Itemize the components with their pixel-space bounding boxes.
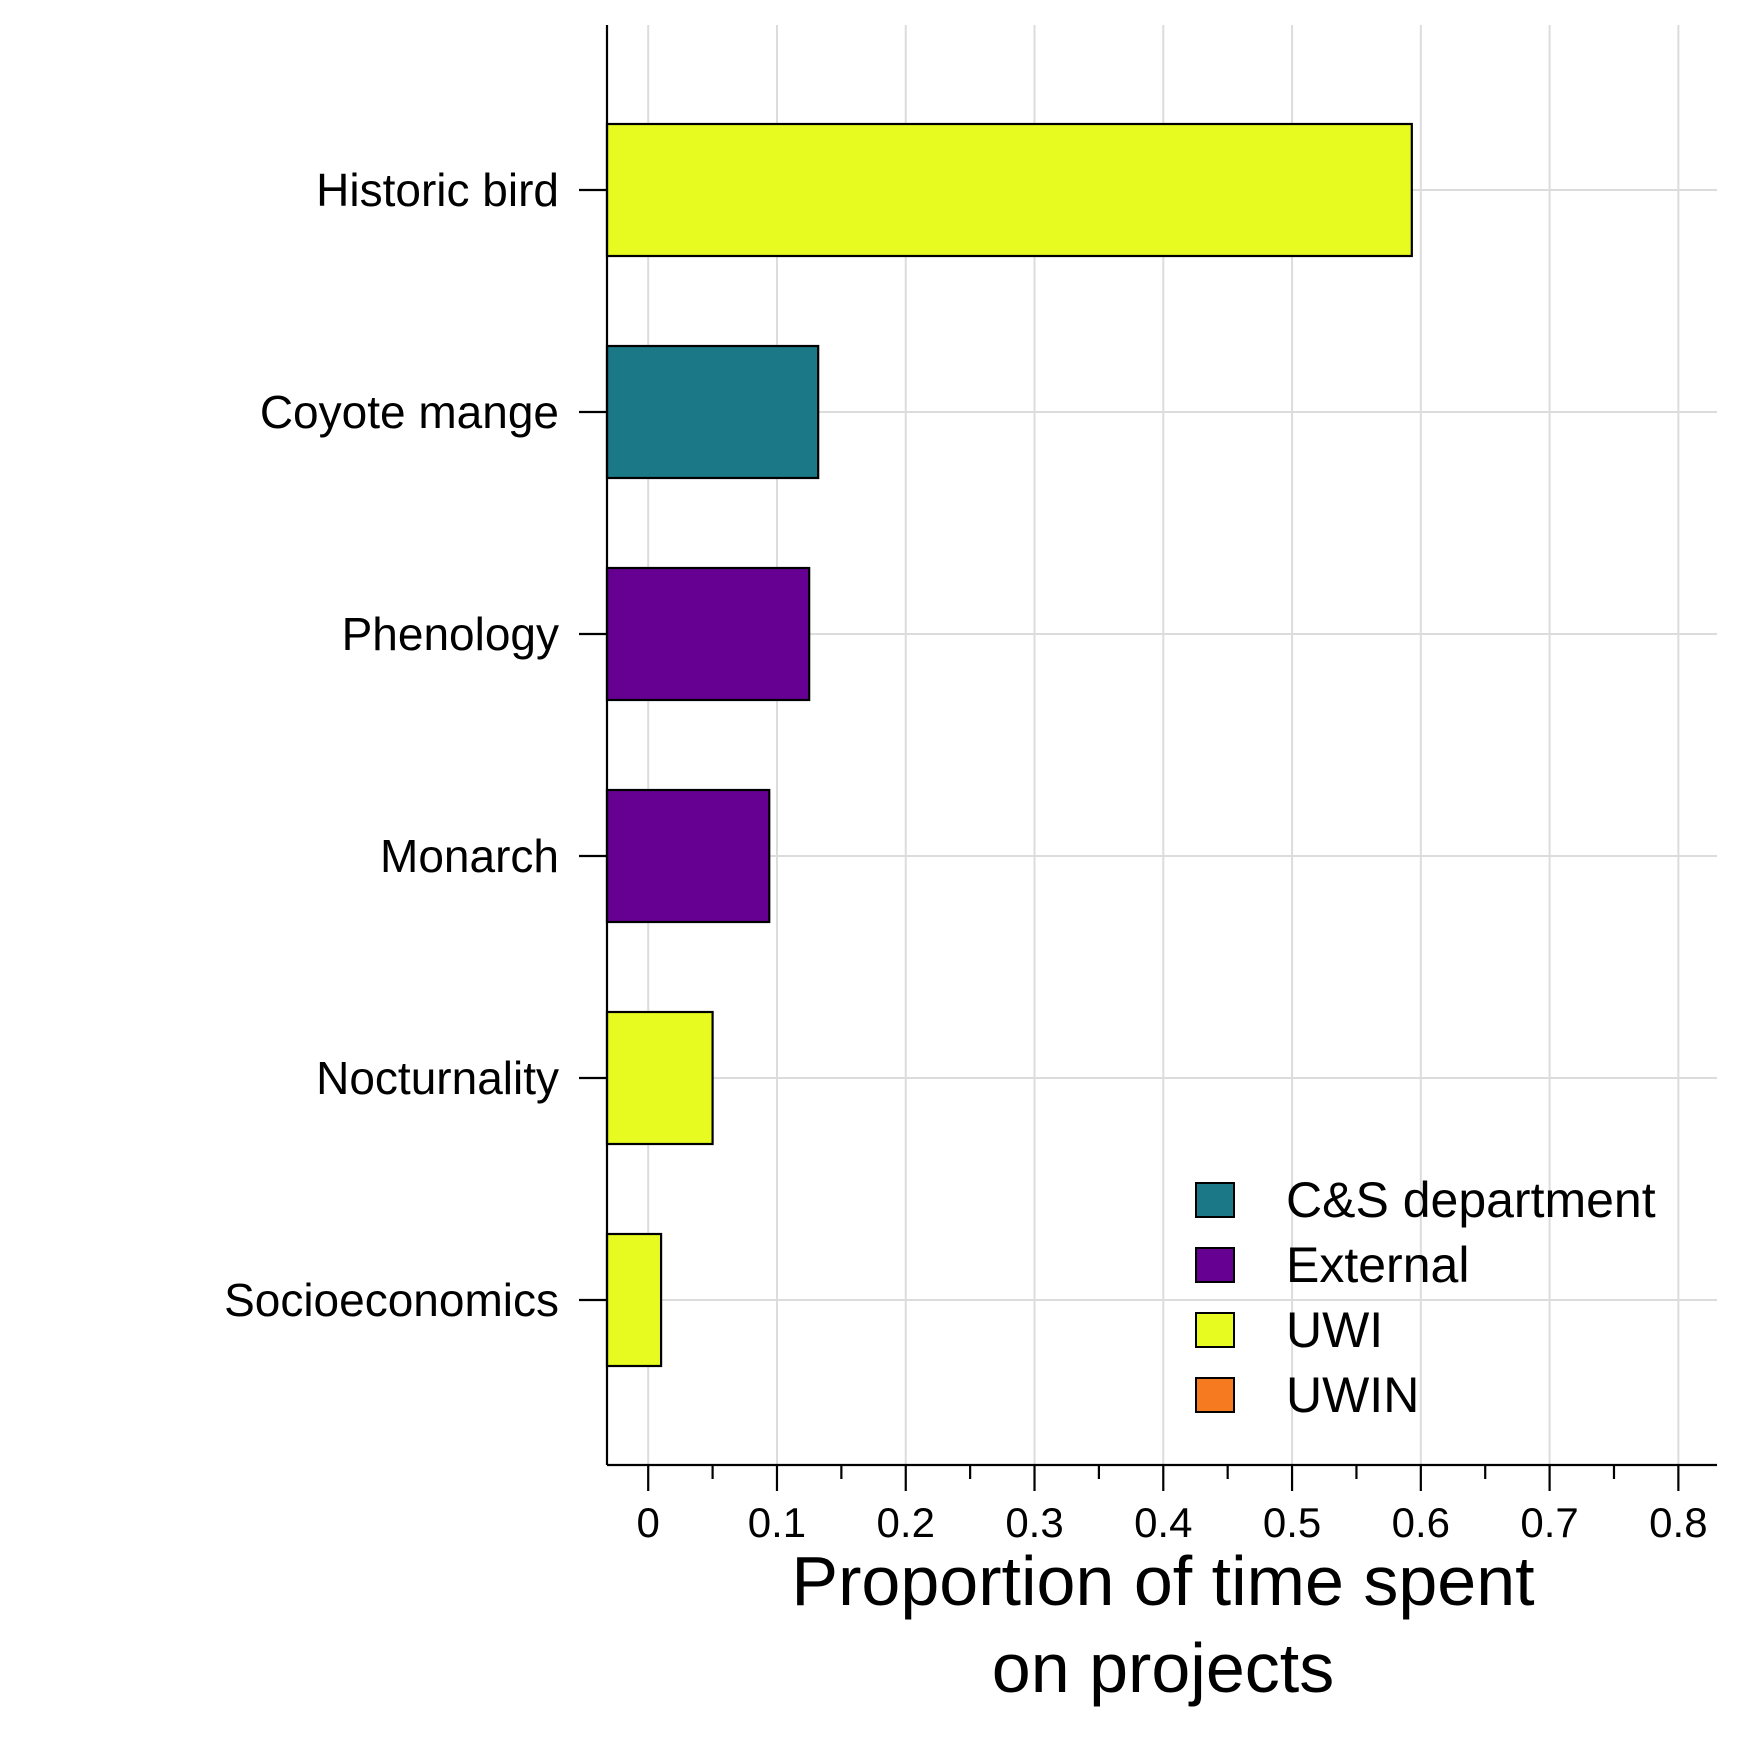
x-axis-title-line-1: Proportion of time spent (791, 1542, 1534, 1620)
x-axis-title-line-2: on projects (992, 1629, 1334, 1707)
category-label-0: Historic bird (316, 164, 559, 216)
legend-label-0: C&S department (1286, 1172, 1656, 1228)
category-label-5: Socioeconomics (224, 1274, 559, 1326)
legend: C&S department External UWI UWIN (1195, 1172, 1656, 1423)
legend-label-1: External (1286, 1237, 1469, 1293)
category-label-2: Phenology (342, 608, 559, 660)
legend-swatch-2 (1195, 1312, 1235, 1348)
legend-swatch-3 (1195, 1377, 1235, 1413)
x-tick-label-2: 0.2 (877, 1499, 935, 1546)
category-label-3: Monarch (380, 830, 559, 882)
bar-socioeconomics (605, 1232, 663, 1368)
legend-label-2: UWI (1286, 1302, 1383, 1358)
x-tick-label-1: 0.1 (748, 1499, 806, 1546)
bar-monarch (605, 788, 771, 924)
bar-coyote-mange (605, 344, 820, 480)
x-tick-label-5: 0.5 (1263, 1499, 1321, 1546)
bars (605, 122, 1413, 1368)
category-label-1: Coyote mange (260, 386, 559, 438)
x-tick-label-8: 0.8 (1649, 1499, 1707, 1546)
x-tick-label-7: 0.7 (1520, 1499, 1578, 1546)
bar-historic-bird (605, 122, 1413, 258)
category-label-4: Nocturnality (316, 1052, 559, 1104)
bar-phenology (605, 566, 811, 702)
axes (579, 25, 1717, 1491)
x-tick-labels: 0 0.1 0.2 0.3 0.4 0.5 0.6 0.7 0.8 (637, 1499, 1708, 1546)
x-tick-label-4: 0.4 (1134, 1499, 1192, 1546)
x-tick-label-0: 0 (637, 1499, 660, 1546)
category-labels: Historic bird Coyote mange Phenology Monarc… (224, 164, 559, 1326)
x-tick-label-6: 0.6 (1392, 1499, 1450, 1546)
legend-label-3: UWIN (1286, 1367, 1419, 1423)
x-tick-label-3: 0.3 (1005, 1499, 1063, 1546)
legend-swatch-0 (1195, 1182, 1235, 1218)
bar-nocturnality (605, 1010, 714, 1146)
legend-swatch-1 (1195, 1247, 1235, 1283)
